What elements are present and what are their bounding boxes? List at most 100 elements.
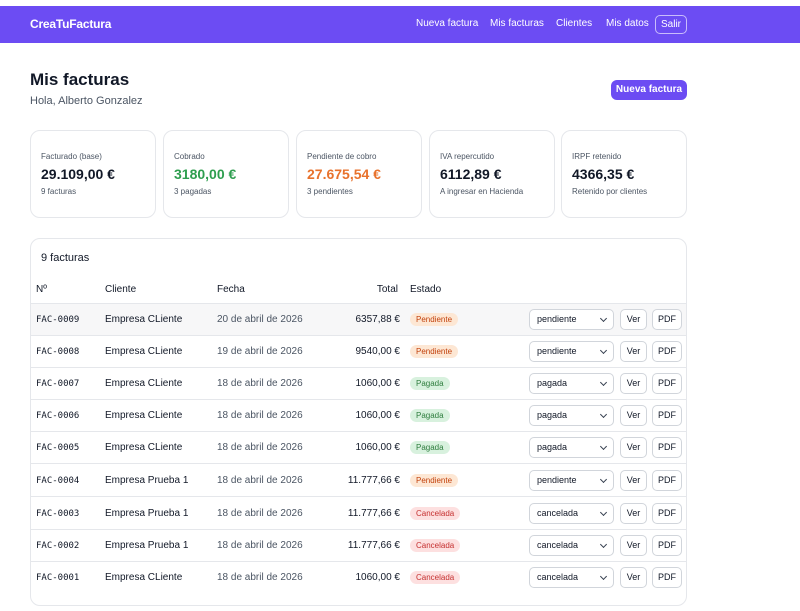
- status-select-value: pendiente: [537, 346, 577, 356]
- invoice-client: Empresa CLiente: [105, 410, 183, 421]
- pdf-button[interactable]: PDF: [652, 503, 682, 524]
- stat-subtext: Retenido por clientes: [572, 187, 648, 196]
- invoice-number[interactable]: FAC-0007: [36, 379, 80, 389]
- chevron-down-icon: [599, 410, 608, 419]
- view-button[interactable]: Ver: [620, 503, 647, 524]
- pdf-button[interactable]: PDF: [652, 373, 682, 394]
- column-header-client: Cliente: [105, 284, 137, 295]
- table-row: FAC-0007 Empresa CLiente 18 de abril de …: [31, 368, 686, 400]
- status-select[interactable]: pendiente: [529, 470, 614, 491]
- invoice-date: 18 de abril de 2026: [217, 540, 303, 551]
- invoice-date: 18 de abril de 2026: [217, 410, 303, 421]
- stat-label: Facturado (base): [41, 152, 102, 161]
- navbar: CreaTuFactura Nueva factura Mis facturas…: [0, 6, 800, 43]
- stat-subtext: 3 pendientes: [307, 187, 353, 196]
- invoice-total: 11.777,66 €: [347, 475, 400, 486]
- invoice-total: 11.777,66 €: [347, 540, 400, 551]
- stat-label: Pendiente de cobro: [307, 152, 377, 161]
- invoice-number[interactable]: FAC-0008: [36, 347, 80, 357]
- table-row: FAC-0008 Empresa CLiente 19 de abril de …: [31, 336, 686, 368]
- invoice-number[interactable]: FAC-0003: [36, 509, 80, 519]
- status-select[interactable]: cancelada: [529, 503, 614, 524]
- stat-card-facturado: Facturado (base) 29.109,00 € 9 facturas: [30, 130, 156, 218]
- status-select[interactable]: pendiente: [529, 309, 614, 330]
- brand-logo[interactable]: CreaTuFactura: [30, 17, 112, 31]
- invoice-date: 18 de abril de 2026: [217, 442, 303, 453]
- status-select-value: pagada: [537, 410, 568, 420]
- view-button[interactable]: Ver: [620, 373, 647, 394]
- table-row: FAC-0009 Empresa CLiente 20 de abril de …: [31, 304, 686, 336]
- status-select[interactable]: cancelada: [529, 567, 614, 588]
- status-select[interactable]: pendiente: [529, 341, 614, 362]
- view-button[interactable]: Ver: [620, 437, 647, 458]
- pdf-button[interactable]: PDF: [652, 309, 682, 330]
- invoice-client: Empresa CLiente: [105, 314, 183, 325]
- invoice-date: 20 de abril de 2026: [217, 314, 303, 325]
- invoice-client: Empresa Prueba 1: [105, 475, 189, 486]
- invoice-number[interactable]: FAC-0009: [36, 315, 80, 325]
- nav-link-mis-datos[interactable]: Mis datos: [606, 18, 649, 29]
- pdf-button[interactable]: PDF: [652, 341, 682, 362]
- table-row: FAC-0006 Empresa CLiente 18 de abril de …: [31, 400, 686, 432]
- header-divider: [31, 303, 686, 304]
- stat-card-pendiente: Pendiente de cobro 27.675,54 € 3 pendien…: [296, 130, 422, 218]
- invoice-number[interactable]: FAC-0004: [36, 476, 80, 486]
- pdf-button[interactable]: PDF: [652, 470, 682, 491]
- stat-value: 6112,89 €: [440, 166, 502, 182]
- stat-subtext: 3 pagadas: [174, 187, 212, 196]
- column-header-number: Nº: [36, 284, 47, 295]
- invoice-number[interactable]: FAC-0001: [36, 573, 80, 583]
- status-badge: Pagada: [410, 441, 450, 454]
- invoice-total: 1060,00 €: [355, 572, 401, 583]
- view-button[interactable]: Ver: [620, 309, 647, 330]
- invoice-date: 18 de abril de 2026: [217, 572, 303, 583]
- table-row: FAC-0003 Empresa Prueba 1 18 de abril de…: [31, 498, 686, 530]
- pdf-button[interactable]: PDF: [652, 535, 682, 556]
- status-badge: Pagada: [410, 377, 450, 390]
- invoices-table-card: 9 facturas Nº Cliente Fecha Total Estado…: [30, 238, 687, 606]
- stat-value: 3180,00 €: [174, 166, 237, 182]
- chevron-down-icon: [599, 378, 608, 387]
- status-select-value: cancelada: [537, 540, 579, 550]
- stat-value: 27.675,54 €: [307, 166, 381, 182]
- invoice-date: 18 de abril de 2026: [217, 378, 303, 389]
- invoice-client: Empresa CLiente: [105, 572, 183, 583]
- invoice-total: 9540,00 €: [355, 346, 401, 357]
- status-select[interactable]: pagada: [529, 405, 614, 426]
- invoice-client: Empresa CLiente: [105, 346, 183, 357]
- stat-subtext: A ingresar en Hacienda: [440, 187, 524, 196]
- status-select[interactable]: pagada: [529, 373, 614, 394]
- invoice-number[interactable]: FAC-0005: [36, 443, 80, 453]
- view-button[interactable]: Ver: [620, 535, 647, 556]
- chevron-down-icon: [599, 314, 608, 323]
- table-row: FAC-0005 Empresa CLiente 18 de abril de …: [31, 432, 686, 464]
- stat-subtext: 9 facturas: [41, 187, 77, 196]
- status-select[interactable]: cancelada: [529, 535, 614, 556]
- view-button[interactable]: Ver: [620, 567, 647, 588]
- pdf-button[interactable]: PDF: [652, 437, 682, 458]
- chevron-down-icon: [599, 442, 608, 451]
- status-badge: Pendiente: [410, 474, 459, 487]
- nav-link-nueva-factura[interactable]: Nueva factura: [416, 18, 479, 29]
- view-button[interactable]: Ver: [620, 405, 647, 426]
- view-button[interactable]: Ver: [620, 341, 647, 362]
- status-select[interactable]: pagada: [529, 437, 614, 458]
- logout-button[interactable]: Salir: [655, 15, 687, 34]
- top-strip: [0, 0, 800, 6]
- view-button[interactable]: Ver: [620, 470, 647, 491]
- new-invoice-button[interactable]: Nueva factura: [611, 80, 687, 100]
- nav-link-mis-facturas[interactable]: Mis facturas: [490, 18, 544, 29]
- column-header-total: Total: [376, 284, 398, 295]
- chevron-down-icon: [599, 572, 608, 581]
- status-badge: Pagada: [410, 409, 450, 422]
- invoice-client: Empresa CLiente: [105, 442, 183, 453]
- pdf-button[interactable]: PDF: [652, 405, 682, 426]
- status-select-value: pagada: [537, 378, 568, 388]
- page-title: Mis facturas: [30, 70, 130, 89]
- nav-link-clientes[interactable]: Clientes: [556, 18, 593, 29]
- invoice-number[interactable]: FAC-0006: [36, 411, 80, 421]
- pdf-button[interactable]: PDF: [652, 567, 682, 588]
- invoice-number[interactable]: FAC-0002: [36, 541, 80, 551]
- invoice-total: 6357,88 €: [355, 314, 401, 325]
- invoice-total: 11.777,66 €: [347, 508, 400, 519]
